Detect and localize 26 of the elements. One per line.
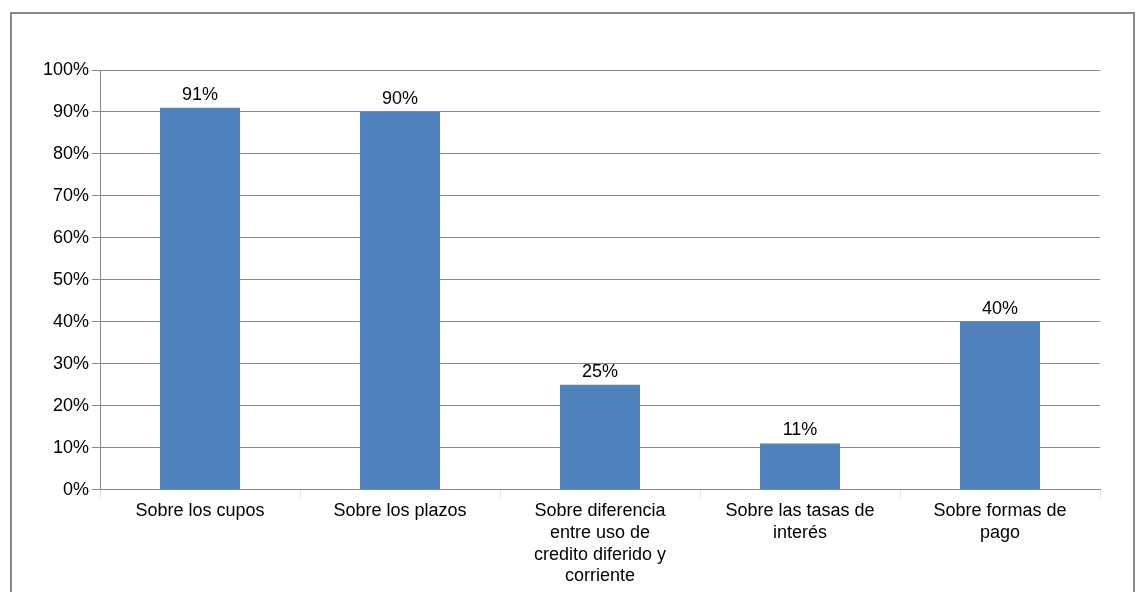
bar [960, 321, 1040, 490]
x-tick-label: Sobre formas de pago [933, 500, 1067, 542]
data-label: 11% [782, 419, 818, 440]
y-tick-label: 60% [53, 226, 90, 247]
x-tick-label: Sobre diferencia entre uso de credito diferido y corriente [533, 500, 667, 586]
data-label: 91% [182, 83, 219, 104]
y-tick-label: 20% [53, 394, 90, 415]
y-tick-label: 30% [53, 352, 90, 373]
data-label: 90% [382, 87, 419, 108]
bar [360, 111, 441, 490]
y-tick-label: 90% [53, 100, 90, 121]
y-tick-label: 80% [53, 142, 90, 163]
bar [760, 443, 841, 490]
data-label: 40% [981, 297, 1019, 318]
bar [560, 384, 641, 490]
x-tick-label: Sobre los cupos [135, 500, 265, 521]
y-tick-label: 70% [53, 184, 90, 205]
y-tick-label: 100% [42, 58, 90, 79]
y-tick-label: 0% [63, 478, 90, 499]
x-tick-label: Sobre las tasas de interés [725, 500, 875, 542]
y-tick-label: 50% [53, 268, 90, 289]
bar [160, 107, 241, 490]
x-tick-label: Sobre los plazos [333, 500, 467, 521]
data-label: 25% [582, 360, 619, 381]
y-tick-label: 40% [53, 310, 90, 331]
y-tick-label: 10% [53, 436, 90, 457]
